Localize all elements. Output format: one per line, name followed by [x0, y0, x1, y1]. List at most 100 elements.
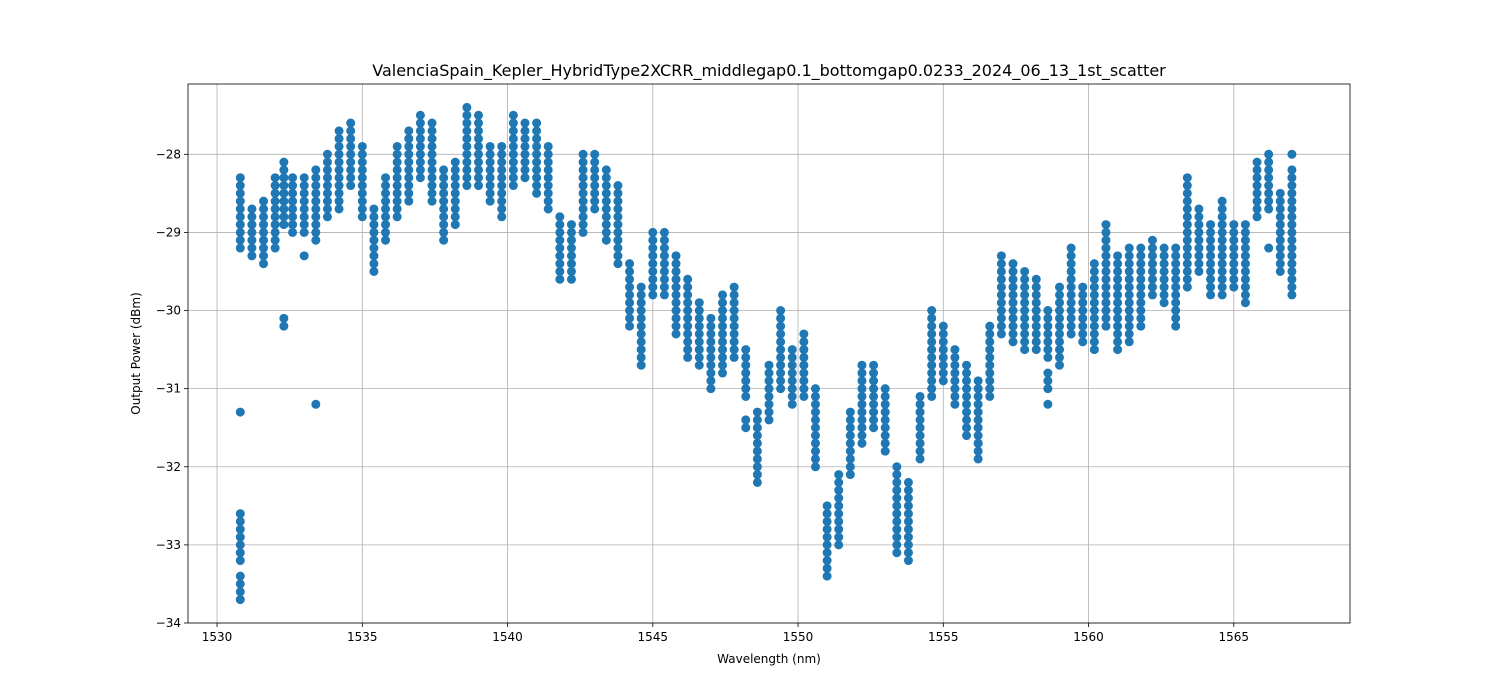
- data-point: [566, 259, 576, 269]
- data-point: [776, 352, 786, 362]
- data-point: [962, 391, 972, 401]
- data-point: [1020, 337, 1030, 347]
- data-point: [857, 431, 867, 441]
- data-point: [822, 540, 832, 550]
- data-point: [648, 290, 658, 300]
- data-point: [334, 173, 344, 183]
- data-point: [485, 157, 495, 167]
- data-point: [869, 423, 879, 433]
- data-point: [776, 345, 786, 355]
- data-point: [474, 149, 483, 159]
- data-point: [683, 337, 693, 347]
- data-point: [288, 173, 298, 183]
- data-point: [497, 188, 507, 198]
- data-point: [1287, 165, 1297, 175]
- data-point: [369, 204, 379, 214]
- data-point: [1066, 313, 1076, 323]
- data-point: [822, 532, 832, 542]
- data-point: [497, 149, 507, 159]
- data-point: [694, 352, 704, 362]
- data-point: [543, 204, 553, 214]
- data-point: [834, 493, 844, 503]
- data-point: [903, 485, 913, 495]
- data-point: [950, 352, 960, 362]
- data-point: [683, 274, 693, 284]
- data-point: [1229, 274, 1239, 284]
- data-point: [787, 376, 797, 386]
- data-point: [706, 368, 716, 378]
- data-point: [1101, 313, 1111, 323]
- data-point: [392, 196, 402, 206]
- data-point: [1229, 259, 1239, 269]
- data-point: [892, 516, 902, 526]
- data-point: [1287, 188, 1297, 198]
- data-point: [892, 524, 902, 534]
- data-point: [718, 290, 728, 300]
- data-point: [1264, 173, 1274, 183]
- data-point: [1275, 227, 1285, 237]
- data-point: [1055, 313, 1064, 323]
- data-point: [1194, 220, 1204, 230]
- data-point: [1089, 274, 1099, 284]
- data-point: [741, 415, 751, 425]
- data-point: [1147, 274, 1157, 284]
- data-point: [1240, 243, 1250, 253]
- data-point: [381, 227, 391, 237]
- data-point: [235, 407, 245, 417]
- data-point: [903, 516, 913, 526]
- data-point: [346, 149, 356, 159]
- data-point: [880, 431, 890, 441]
- data-point: [648, 235, 658, 245]
- data-point: [1194, 251, 1204, 261]
- data-point: [706, 329, 716, 339]
- data-point: [415, 118, 425, 128]
- data-point: [706, 321, 716, 331]
- data-point: [985, 360, 995, 370]
- data-point: [857, 415, 867, 425]
- data-point: [1275, 204, 1285, 214]
- data-point: [729, 321, 739, 331]
- data-point: [1089, 313, 1099, 323]
- data-point: [1240, 290, 1250, 300]
- data-point: [322, 173, 332, 183]
- data-point: [1020, 290, 1030, 300]
- data-point: [950, 368, 960, 378]
- data-point: [450, 196, 460, 206]
- data-point: [903, 524, 913, 534]
- data-point: [566, 251, 576, 261]
- data-point: [299, 181, 309, 191]
- data-point: [346, 181, 356, 191]
- data-point: [555, 212, 565, 222]
- data-point: [1217, 212, 1227, 222]
- data-point: [357, 157, 367, 167]
- data-point: [671, 298, 681, 308]
- data-point: [1113, 345, 1123, 355]
- data-point: [799, 376, 809, 386]
- data-point: [1217, 251, 1227, 261]
- data-point: [1217, 259, 1227, 269]
- data-point: [497, 157, 507, 167]
- data-point: [322, 212, 332, 222]
- data-point: [938, 352, 948, 362]
- data-point: [543, 141, 553, 151]
- data-point: [1182, 220, 1192, 230]
- data-point: [346, 141, 356, 151]
- data-point: [235, 548, 245, 558]
- data-point: [474, 126, 483, 136]
- data-point: [1287, 282, 1297, 292]
- data-point: [1089, 306, 1099, 316]
- data-point: [1124, 259, 1134, 269]
- data-point: [270, 243, 280, 253]
- data-point: [508, 173, 518, 183]
- data-point: [718, 360, 728, 370]
- data-point: [1159, 251, 1169, 261]
- data-point: [787, 360, 797, 370]
- data-point: [625, 266, 635, 276]
- data-point: [578, 149, 588, 159]
- data-point: [474, 134, 483, 144]
- data-point: [776, 337, 786, 347]
- data-point: [996, 329, 1006, 339]
- data-point: [950, 384, 960, 394]
- data-point: [1043, 306, 1053, 316]
- data-point: [497, 196, 507, 206]
